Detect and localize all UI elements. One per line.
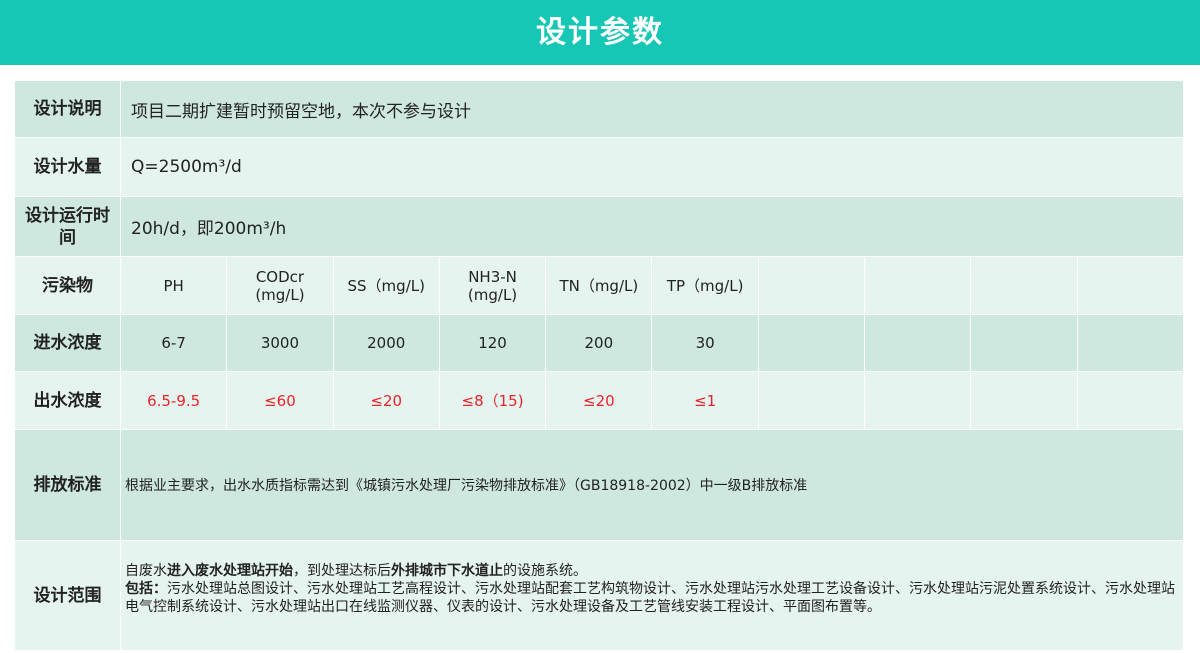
- empty-cell: [864, 371, 972, 430]
- value: ≤20: [545, 371, 653, 430]
- empty-cell: [757, 314, 866, 372]
- empty-cell: [970, 256, 1078, 315]
- text: 进入废水处理站开始: [167, 562, 293, 579]
- empty-cell: [1076, 314, 1185, 372]
- empty-cell: [970, 371, 1078, 430]
- empty-cell: [864, 314, 972, 372]
- empty-cell: [1076, 256, 1185, 315]
- value: ≤20: [332, 371, 440, 430]
- label: 设计范围: [14, 540, 121, 651]
- empty-cell: [757, 256, 866, 315]
- value: 200: [545, 314, 653, 372]
- label: 污染物: [14, 256, 121, 315]
- empty-cell: [757, 371, 866, 430]
- label: 设计水量: [14, 137, 121, 197]
- value: Q=2500m³/d: [120, 137, 1184, 197]
- row-runtime: 设计运行时间 20h/d，即200m³/h: [14, 196, 1184, 257]
- row-design-description: 设计说明 项目二期扩建暂时预留空地，本次不参与设计: [14, 80, 1184, 138]
- row-outflow: 出水浓度 6.5-9.5 ≤60 ≤20 ≤8（15) ≤20 ≤1: [14, 371, 1185, 430]
- value: 自废水进入废水处理站开始，到处理达标后外排城市下水道止的设施系统。 包括：污水处…: [120, 540, 1184, 651]
- text: 的设施系统。: [503, 562, 587, 579]
- col-header: TP（mg/L): [651, 256, 759, 315]
- row-design-flow: 设计水量 Q=2500m³/d: [14, 137, 1184, 197]
- empty-cell: [970, 314, 1078, 372]
- value: 120: [438, 314, 547, 372]
- row-discharge-standard: 排放标准 根据业主要求，出水水质指标需达到《城镇污水处理厂污染物排放标准》（GB…: [14, 429, 1184, 541]
- label: 出水浓度: [14, 371, 121, 430]
- col-header: SS（mg/L): [332, 256, 440, 315]
- value: 项目二期扩建暂时预留空地，本次不参与设计: [120, 80, 1184, 138]
- value: 30: [651, 314, 759, 372]
- page-title: 设计参数: [0, 0, 1200, 65]
- label: 排放标准: [14, 429, 121, 541]
- col-header: CODcr (mg/L): [226, 256, 334, 315]
- value: ≤60: [226, 371, 334, 430]
- value: 20h/d，即200m³/h: [120, 196, 1184, 257]
- value: 3000: [226, 314, 334, 372]
- empty-cell: [864, 256, 972, 315]
- value: 2000: [332, 314, 440, 372]
- text: 外排城市下水道止: [391, 562, 503, 579]
- row-pollutant: 污染物 PH CODcr (mg/L) SS（mg/L) NH3-N (mg/L…: [14, 256, 1185, 315]
- value: 6-7: [119, 314, 228, 372]
- value: 6.5-9.5: [119, 371, 228, 430]
- label: 设计说明: [14, 80, 121, 138]
- empty-cell: [1076, 371, 1185, 430]
- label: 进水浓度: [14, 314, 121, 372]
- col-header: NH3-N (mg/L): [438, 256, 547, 315]
- design-parameters-table: 设计说明 项目二期扩建暂时预留空地，本次不参与设计 设计水量 Q=2500m³/…: [14, 80, 1185, 651]
- value: ≤1: [651, 371, 759, 430]
- row-inflow: 进水浓度 6-7 3000 2000 120 200 30: [14, 314, 1185, 372]
- col-header: TN（mg/L): [545, 256, 653, 315]
- row-design-scope: 设计范围 自废水进入废水处理站开始，到处理达标后外排城市下水道止的设施系统。 包…: [14, 540, 1184, 651]
- text: 包括：: [125, 580, 167, 597]
- text: ，到处理达标后: [293, 562, 391, 579]
- text: 污水处理站总图设计、污水处理站工艺高程设计、污水处理站配套工艺构筑物设计、污水处…: [125, 580, 1175, 615]
- value: ≤8（15): [438, 371, 547, 430]
- value: 根据业主要求，出水水质指标需达到《城镇污水处理厂污染物排放标准》（GB18918…: [120, 429, 1184, 541]
- label: 设计运行时间: [14, 196, 121, 257]
- text: 自废水: [125, 562, 167, 579]
- col-header: PH: [119, 256, 228, 315]
